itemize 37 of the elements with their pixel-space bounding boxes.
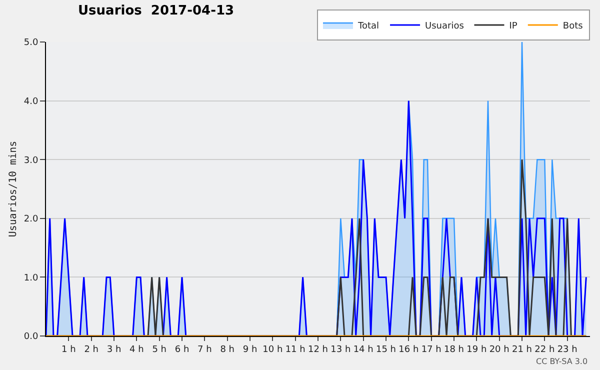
- legend-label: IP: [509, 22, 518, 32]
- x-tick-label: 3 h: [106, 344, 122, 355]
- x-tick-label: 22 h: [534, 344, 555, 355]
- x-tick-label: 8 h: [220, 344, 234, 355]
- x-tick-label: 11 h: [285, 344, 306, 355]
- x-tick-label: 15 h: [376, 344, 396, 355]
- x-tick-label: 16 h: [398, 344, 419, 355]
- legend-label: Total: [357, 22, 380, 32]
- y-tick-label: 2.0: [24, 214, 38, 225]
- chart-title: Usuarios 2017-04-13: [78, 4, 234, 19]
- line-series: [46, 100, 587, 336]
- y-tick-label: 4.0: [24, 96, 38, 107]
- y-tick-label: 5.0: [24, 38, 38, 48]
- x-tick-label: 13 h: [330, 344, 351, 355]
- x-tick-label: 9 h: [242, 344, 258, 355]
- x-tick-label: 5 h: [152, 344, 166, 355]
- y-tick-label: 3.0: [24, 156, 38, 166]
- x-tick-label: 20 h: [489, 344, 510, 355]
- x-tick-label: 17 h: [421, 344, 442, 355]
- x-tick-label: 2 h: [84, 344, 98, 355]
- x-tick-label: 12 h: [308, 344, 328, 355]
- x-tick-label: 21 h: [512, 344, 532, 355]
- text: CC BY-SA 3.0: [536, 357, 588, 366]
- x-tick-label: 10 h: [262, 344, 283, 355]
- x-tick-label: 6 h: [174, 344, 190, 355]
- x-tick-label: 19 h: [466, 344, 487, 355]
- x-tick-label: 1 h: [62, 344, 76, 355]
- y-tick-label: 1.0: [24, 273, 38, 284]
- x-tick-label: 7 h: [198, 344, 212, 355]
- x-tick-label: 14 h: [353, 344, 374, 355]
- x-tick-label: 18 h: [444, 344, 464, 355]
- y-tick-label: 0.0: [24, 332, 38, 342]
- y-axis-title: Usuarios/10 mins: [8, 140, 19, 238]
- x-tick-label: 4 h: [130, 344, 144, 355]
- x-tick-label: 23 h: [557, 344, 578, 355]
- legend-label: Usuarios: [425, 22, 464, 32]
- legend-label: Bots: [562, 22, 584, 32]
